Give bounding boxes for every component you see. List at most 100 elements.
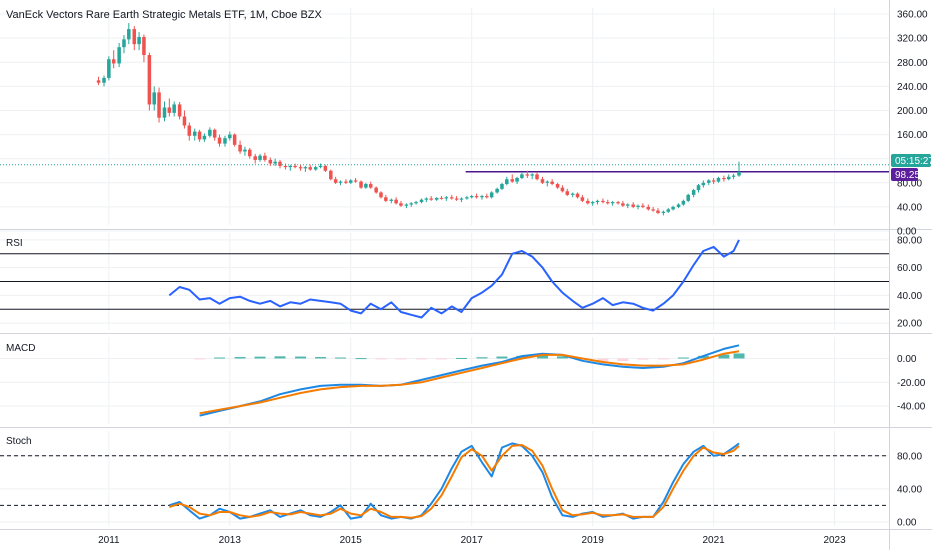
macd-histogram-bar[interactable] [355,358,367,360]
candle[interactable] [283,165,288,168]
candle[interactable] [419,199,424,203]
candle[interactable] [469,196,474,198]
candle[interactable] [379,192,383,198]
candle[interactable] [722,177,726,180]
candle[interactable] [107,59,111,78]
candle[interactable] [601,200,605,203]
macd-histogram-bar[interactable] [677,357,689,359]
candle[interactable] [167,107,172,113]
candle[interactable] [132,29,137,45]
candle[interactable] [485,196,489,198]
candle[interactable] [606,202,610,204]
candle[interactable] [137,36,141,45]
candle[interactable] [424,198,429,200]
candle[interactable] [465,197,469,199]
stoch-pane[interactable] [0,442,889,520]
candle[interactable] [142,36,146,56]
candle[interactable] [580,197,585,201]
rsi-line[interactable] [168,239,740,319]
candle[interactable] [560,187,565,192]
macd-histogram-bar[interactable] [476,357,488,359]
candle[interactable] [570,193,575,195]
candle[interactable] [701,182,706,186]
candle[interactable] [359,181,363,188]
candle[interactable] [318,165,323,168]
candle[interactable] [182,116,187,126]
macd-histogram-bar[interactable] [435,358,447,360]
candle[interactable] [288,165,293,168]
candle[interactable] [374,187,378,193]
macd-histogram-bar[interactable] [516,355,528,359]
candle[interactable] [530,174,534,176]
rsi-pane[interactable] [0,239,889,319]
macd-histogram-bar[interactable] [254,356,266,359]
candle[interactable] [313,167,318,170]
candle[interactable] [737,171,741,176]
candle[interactable] [586,200,590,204]
candle[interactable] [610,202,615,204]
candle[interactable] [187,125,192,136]
candle[interactable] [651,209,655,211]
candle[interactable] [636,205,640,207]
candle[interactable] [344,181,348,183]
candle[interactable] [217,137,222,144]
candle[interactable] [122,39,126,48]
candle[interactable] [625,204,630,206]
candle[interactable] [232,134,237,145]
candle[interactable] [681,200,686,205]
candle[interactable] [308,167,313,170]
candle[interactable] [489,192,494,198]
candle[interactable] [152,92,156,105]
macd-histogram-bar[interactable] [556,356,568,359]
candle[interactable] [177,104,182,117]
candle[interactable] [172,104,176,113]
candle[interactable] [525,174,530,176]
candle[interactable] [550,181,554,185]
candle[interactable] [389,199,394,201]
candle[interactable] [449,197,454,199]
macd-histogram-bar[interactable] [334,357,346,359]
candle[interactable] [404,204,409,206]
candle[interactable] [510,179,514,182]
macd-pane[interactable] [194,344,745,417]
candle[interactable] [96,80,101,83]
candle[interactable] [686,194,690,201]
macd-histogram-bar[interactable] [637,358,649,360]
candle[interactable] [666,209,671,212]
candle[interactable] [444,197,449,199]
candle[interactable] [731,175,736,177]
candle[interactable] [439,197,444,199]
macd-line[interactable] [199,344,740,417]
macd-histogram-bar[interactable] [194,358,206,360]
stoch-d-line[interactable] [168,444,740,519]
macd-histogram-bar[interactable] [214,357,226,359]
candle[interactable] [631,204,635,207]
candle[interactable] [228,134,232,139]
candle[interactable] [157,92,161,118]
macd-histogram-bar[interactable] [416,358,428,360]
macd-histogram-bar[interactable] [395,358,407,360]
candle[interactable] [595,200,600,203]
candle[interactable] [696,185,701,191]
candle[interactable] [338,181,343,183]
candle[interactable] [258,155,262,160]
candle[interactable] [329,170,333,180]
candle[interactable] [384,197,388,201]
candle[interactable] [399,203,403,206]
candle[interactable] [671,206,675,210]
candle[interactable] [535,174,539,180]
candle[interactable] [263,155,267,160]
candle[interactable] [641,205,645,207]
candle[interactable] [500,184,504,189]
candle[interactable] [590,202,595,204]
candle[interactable] [298,167,303,169]
macd-histogram-bar[interactable] [617,358,629,362]
candle[interactable] [434,197,439,200]
macd-histogram-bar[interactable] [375,358,387,360]
candle[interactable] [711,180,716,182]
macd-signal-line[interactable] [199,350,740,415]
candle[interactable] [505,179,509,185]
candle[interactable] [323,165,328,171]
candle[interactable] [691,190,696,195]
candle[interactable] [520,174,524,178]
